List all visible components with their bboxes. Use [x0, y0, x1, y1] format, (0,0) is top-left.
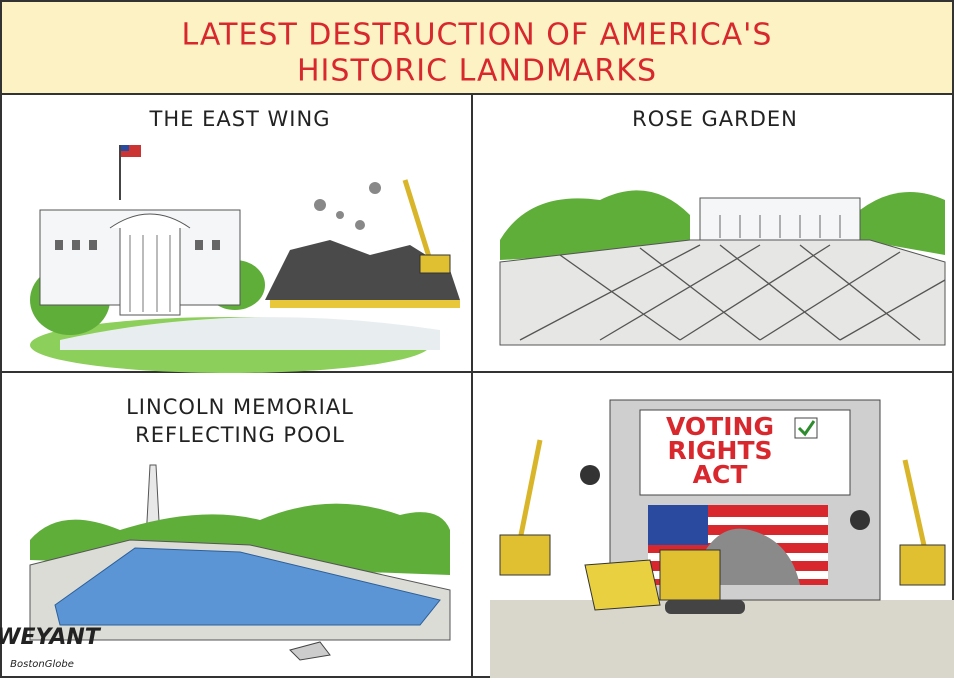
caption: THE EAST WING [149, 107, 331, 131]
title-line: HISTORIC LANDMARKS [297, 54, 657, 89]
sign-text: ACT [693, 460, 748, 489]
caption: REFLECTING POOL [135, 423, 345, 447]
title-line: LATEST DESTRUCTION OF AMERICA'S [182, 18, 773, 53]
caption: LINCOLN MEMORIAL [126, 395, 354, 419]
signature-paper: BostonGlobe [10, 659, 74, 670]
caption: ROSE GARDEN [632, 107, 798, 131]
signature-artist: WEYANT [0, 625, 102, 650]
cartoon: LATEST DESTRUCTION OF AMERICA'S HISTORIC… [0, 0, 954, 678]
